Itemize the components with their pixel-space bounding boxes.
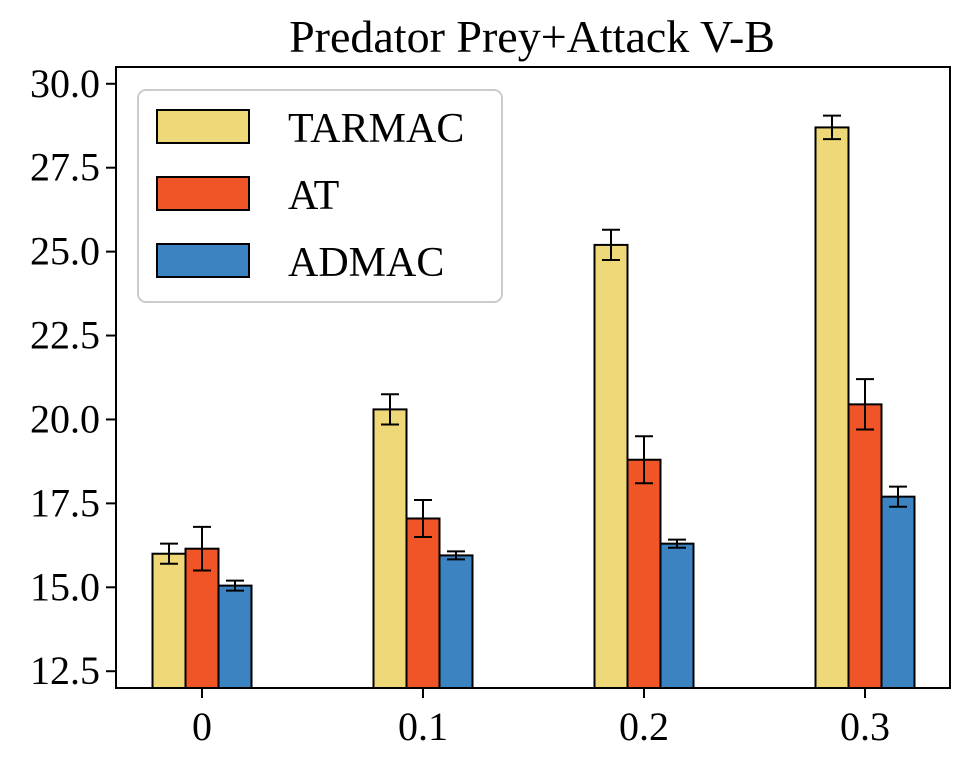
bar-tarmac-3 bbox=[814, 126, 850, 689]
error-bar-tarmac-3 bbox=[823, 114, 841, 141]
y-axis: 12.5 15.0 17.5 20.0 22.5 25.0 27.5 30.0 bbox=[30, 61, 116, 693]
y-tick-label-2: 17.5 bbox=[30, 480, 100, 525]
bar-at-3 bbox=[847, 403, 883, 689]
error-bar-tarmac-0 bbox=[160, 542, 178, 565]
error-bar-tarmac-1 bbox=[381, 393, 399, 426]
error-bar-admac-2 bbox=[668, 538, 686, 549]
error-bar-tarmac-2 bbox=[602, 228, 620, 262]
error-bar-admac-3 bbox=[889, 485, 907, 508]
y-tick-label-1: 15.0 bbox=[30, 564, 100, 609]
error-bar-at-0 bbox=[193, 525, 211, 572]
legend-swatch-admac bbox=[156, 243, 250, 278]
error-bar-at-1 bbox=[414, 499, 432, 538]
y-tick-label-4: 22.5 bbox=[30, 313, 100, 358]
legend-swatch-at bbox=[156, 176, 250, 211]
x-tick-label-1: 0.1 bbox=[398, 704, 448, 749]
x-axis: 0 0.1 0.2 0.3 bbox=[192, 688, 890, 749]
error-bar-admac-1 bbox=[447, 550, 465, 561]
bar-tarmac-1 bbox=[372, 408, 408, 689]
legend-label-admac: ADMAC bbox=[288, 240, 444, 286]
y-tick-label-0: 12.5 bbox=[30, 648, 100, 693]
error-bar-admac-0 bbox=[226, 579, 244, 592]
y-tick-label-3: 20.0 bbox=[30, 396, 100, 441]
y-tick-label-7: 30.0 bbox=[30, 61, 100, 106]
bar-tarmac-0 bbox=[151, 552, 187, 689]
legend-swatch-tarmac bbox=[156, 109, 250, 144]
bar-admac-1 bbox=[438, 554, 474, 689]
bar-admac-3 bbox=[880, 495, 916, 689]
bar-tarmac-2 bbox=[593, 243, 629, 689]
chart-title: Predator Prey+Attack V-B bbox=[289, 11, 775, 62]
legend-label-at: AT bbox=[288, 173, 339, 219]
bar-at-2 bbox=[626, 458, 662, 689]
y-tick-label-5: 25.0 bbox=[30, 229, 100, 274]
legend: TARMAC AT ADMAC bbox=[137, 89, 503, 303]
error-bar-at-3 bbox=[856, 378, 874, 431]
x-tick-label-2: 0.2 bbox=[619, 704, 669, 749]
y-tick-label-6: 27.5 bbox=[30, 145, 100, 190]
plot-area bbox=[115, 66, 951, 690]
bar-admac-2 bbox=[659, 542, 695, 690]
bar-admac-0 bbox=[217, 584, 253, 689]
bar-at-1 bbox=[405, 517, 441, 689]
legend-label-tarmac: TARMAC bbox=[288, 106, 464, 152]
plot-frame bbox=[115, 66, 951, 689]
x-tick-label-3: 0.3 bbox=[840, 704, 890, 749]
x-tick-label-0: 0 bbox=[192, 704, 212, 749]
error-bar-at-2 bbox=[635, 435, 653, 485]
